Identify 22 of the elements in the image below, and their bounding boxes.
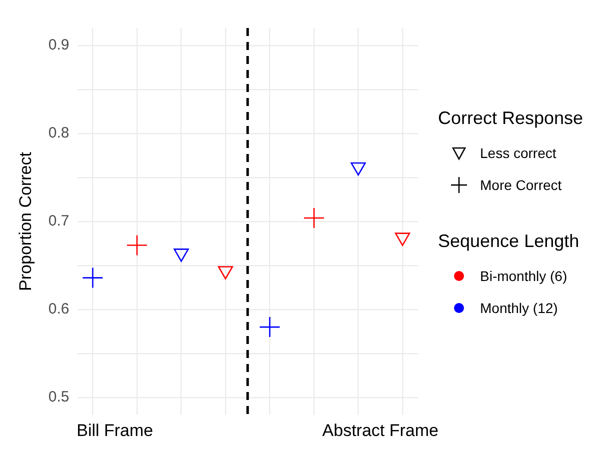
y-tick-label: 0.9	[48, 36, 70, 54]
legend-label: Monthly (12)	[480, 300, 558, 316]
point	[126, 234, 148, 256]
text: Abstract Frame	[322, 421, 438, 440]
text: Sequence Length	[438, 231, 580, 251]
y-tick-label: 0.6	[48, 300, 70, 318]
point	[259, 316, 280, 338]
point	[82, 267, 104, 288]
y-tick-label: 0.8	[48, 124, 70, 142]
point	[303, 207, 325, 229]
point	[174, 248, 189, 262]
y-tick-label: 0.7	[48, 212, 70, 230]
text: Bill Frame	[76, 421, 154, 440]
legend-label: More Correct	[480, 177, 562, 193]
point	[350, 162, 366, 176]
y-axis-title: Proportion Correct	[16, 152, 35, 291]
legend-label: Less correct	[480, 145, 556, 161]
y-tick-label: 0.5	[48, 388, 70, 406]
point	[218, 266, 234, 280]
text: Correct Response	[438, 108, 584, 128]
legend-label: Bi-monthly (6)	[480, 268, 568, 284]
point	[394, 232, 410, 246]
